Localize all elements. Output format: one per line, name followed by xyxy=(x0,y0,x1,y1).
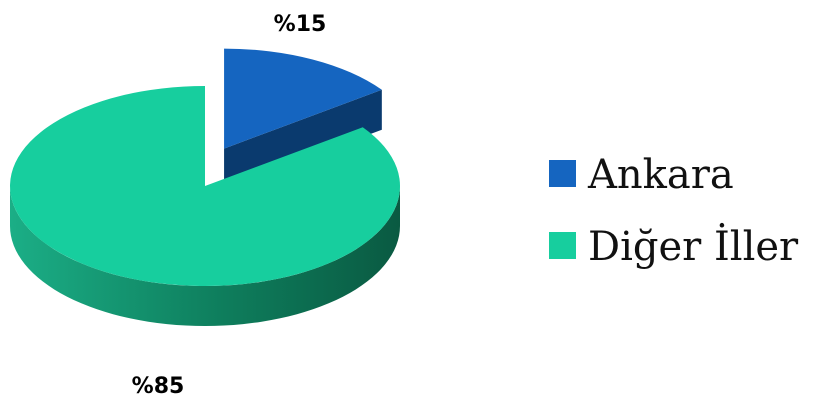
pie-top-di-er-i-ller xyxy=(10,86,401,286)
pie-side-di-er-i-ller xyxy=(10,186,400,326)
legend-label-ankara: Ankara xyxy=(587,152,734,198)
pie-top-ankara xyxy=(224,48,382,149)
pie-slices xyxy=(10,48,401,326)
data-label-diger-iller: %85 xyxy=(132,374,185,399)
legend-swatch-diger-iller xyxy=(549,232,576,259)
legend: Ankara Diğer İller xyxy=(549,152,799,270)
data-label-ankara: %15 xyxy=(274,12,327,37)
pie-slice-ankara xyxy=(224,48,382,189)
pie-slice-di-er-i-ller xyxy=(10,86,401,326)
legend-label-diger-iller: Diğer İller xyxy=(588,223,799,270)
legend-swatch-ankara xyxy=(549,160,576,187)
pie-cut-face-ankara xyxy=(224,89,382,189)
